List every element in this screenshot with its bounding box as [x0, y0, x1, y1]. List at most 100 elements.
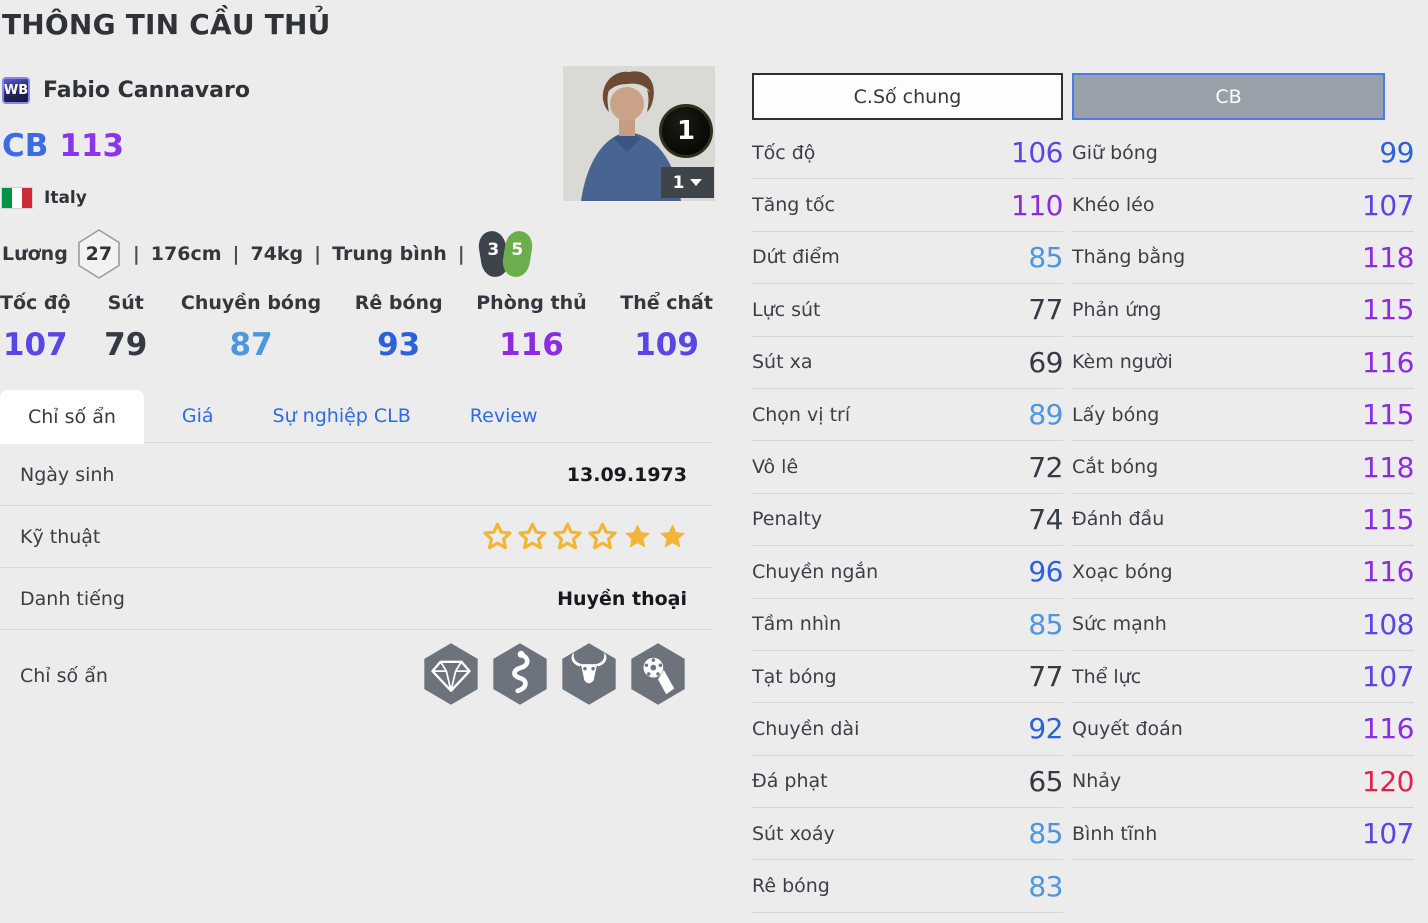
buffalo-icon[interactable]: [560, 642, 618, 710]
page-title: THÔNG TIN CẦU THỦ: [2, 8, 331, 41]
stat-row: Chuyền ngắn 96: [752, 546, 1063, 599]
salary-hexagon: 27: [76, 228, 122, 280]
card-select-value: 1: [672, 172, 685, 193]
detail-tabs: Chỉ số ẩn Giá Sự nghiệp CLB Review: [0, 390, 713, 444]
stat-label: Bình tĩnh: [1072, 822, 1158, 845]
stat-value: 109: [634, 327, 699, 363]
star-icon: [588, 522, 617, 550]
star-icon: [624, 524, 651, 548]
salary-value: 27: [85, 243, 113, 265]
stat-label: Tầm nhìn: [752, 613, 842, 636]
stat-value: 96: [1028, 555, 1063, 589]
star-icon: [518, 522, 547, 550]
stat-value: 89: [1028, 398, 1063, 432]
stat-label: Chuyền dài: [752, 717, 860, 740]
stat-label: Sút xoáy: [752, 822, 835, 845]
hidden-stats-label: Chỉ số ẩn: [20, 665, 108, 687]
stat-row: Khéo léo 107: [1072, 179, 1414, 232]
stat-label: Chuyền bóng: [180, 292, 322, 314]
stat-value: 115: [1362, 398, 1414, 432]
stat-label: Sức mạnh: [1072, 613, 1167, 636]
hidden-stat-icons: [422, 642, 687, 710]
stat-label: Tốc độ: [0, 292, 71, 314]
stat-label: Rê bóng: [752, 875, 830, 898]
stat-value: 85: [1028, 607, 1063, 641]
stat-value: 107: [1362, 817, 1414, 851]
table-row-fame: Danh tiếng Huyền thoại: [0, 568, 713, 630]
table-row-hidden-stats: Chỉ số ẩn: [0, 630, 713, 722]
stat-label: Vô lê: [752, 456, 799, 479]
card-count-badge: 1: [659, 104, 713, 158]
salary-label: Lương: [2, 243, 68, 265]
stat-label: Quyết đoán: [1072, 717, 1183, 740]
stat-value: 92: [1028, 712, 1063, 746]
weak-foot-icon: 3: [476, 229, 511, 279]
tab-su-nghiep-clb[interactable]: Sự nghiệp CLB: [272, 405, 411, 427]
stat-value: 85: [1028, 240, 1063, 274]
stat-label: Dứt điểm: [752, 246, 840, 269]
tab-chi-so-an[interactable]: Chỉ số ẩn: [0, 390, 144, 444]
stat-row: Thể lực 107: [1072, 651, 1414, 704]
player-position: CB: [2, 128, 49, 164]
panel-tab-position[interactable]: CB: [1072, 73, 1385, 120]
stat-value: 77: [1028, 293, 1063, 327]
stat-row: Cắt bóng 118: [1072, 441, 1414, 494]
main-stat-re-bong: Rê bóng 93: [355, 292, 443, 363]
fame-label: Danh tiếng: [20, 587, 125, 610]
stat-row: Nhảy 120: [1072, 756, 1414, 809]
stat-label: Tạt bóng: [752, 665, 837, 688]
snake-icon[interactable]: [491, 642, 549, 710]
tab-review[interactable]: Review: [469, 405, 538, 427]
stat-label: Chọn vị trí: [752, 403, 851, 426]
ball-in-hand-icon[interactable]: [629, 642, 687, 710]
stat-row: Lực sút 77: [752, 284, 1063, 337]
skill-label: Kỹ thuật: [20, 525, 101, 548]
stat-label: Thể chất: [620, 292, 713, 314]
stat-value: 108: [1362, 607, 1414, 641]
stat-row: Xoạc bóng 116: [1072, 546, 1414, 599]
separator: |: [132, 243, 140, 265]
table-row-birth: Ngày sinh 13.09.1973: [0, 444, 713, 506]
stat-row: Phản ứng 115: [1072, 284, 1414, 337]
stat-label: Thăng bằng: [1072, 246, 1186, 269]
stat-label: Khéo léo: [1072, 194, 1155, 217]
stat-value: 120: [1362, 764, 1414, 798]
stat-row: Chọn vị trí 89: [752, 389, 1063, 442]
stat-value: 99: [1379, 136, 1414, 170]
stat-label: Rê bóng: [354, 292, 443, 314]
stat-value: 116: [1362, 712, 1414, 746]
player-ovr: 113: [59, 128, 125, 164]
stat-value: 107: [1362, 660, 1414, 694]
fame-value: Huyền thoại: [557, 587, 687, 610]
stat-label: Nhảy: [1072, 770, 1122, 793]
stat-label: Đánh đầu: [1072, 508, 1165, 531]
stat-row: Rê bóng 83: [752, 860, 1063, 913]
player-meta-row: Lương 27 | 176cm | 74kg | Trung bình | 3…: [2, 228, 535, 280]
tab-gia[interactable]: Giá: [181, 405, 214, 427]
hidden-info-table: Ngày sinh 13.09.1973 Kỹ thuật Danh tiếng…: [0, 444, 713, 722]
stat-row: Tốc độ 106: [752, 127, 1063, 180]
stat-value: 79: [104, 327, 148, 363]
stat-row: Bình tĩnh 107: [1072, 808, 1414, 861]
stat-row: Chuyền dài 92: [752, 703, 1063, 756]
stat-value: 116: [499, 327, 564, 363]
stat-value: 106: [1011, 136, 1063, 170]
main-stat-toc-do: Tốc độ 107: [0, 292, 71, 363]
stat-row: Sức mạnh 108: [1072, 599, 1414, 651]
table-row-skill: Kỹ thuật: [0, 506, 713, 568]
panel-tab-general[interactable]: C.Số chung: [752, 73, 1063, 120]
stat-row: Penalty 74: [752, 494, 1063, 547]
stat-row: Tầm nhìn 85: [752, 599, 1063, 651]
dropdown-arrow-icon: [690, 179, 703, 186]
stat-row: Dứt điểm 85: [752, 232, 1063, 285]
player-height: 176cm: [150, 243, 222, 265]
stat-label: Phản ứng: [1072, 298, 1162, 321]
stat-value: 65: [1028, 764, 1063, 798]
stat-row: Tăng tốc 110: [752, 179, 1063, 232]
stat-value: 116: [1362, 555, 1414, 589]
strong-foot-icon: 5: [500, 229, 535, 279]
card-select-dropdown[interactable]: 1: [661, 167, 714, 198]
stat-value: 83: [1028, 869, 1063, 903]
diamond-icon[interactable]: [422, 642, 480, 710]
stat-row: Tạt bóng 77: [752, 651, 1063, 704]
